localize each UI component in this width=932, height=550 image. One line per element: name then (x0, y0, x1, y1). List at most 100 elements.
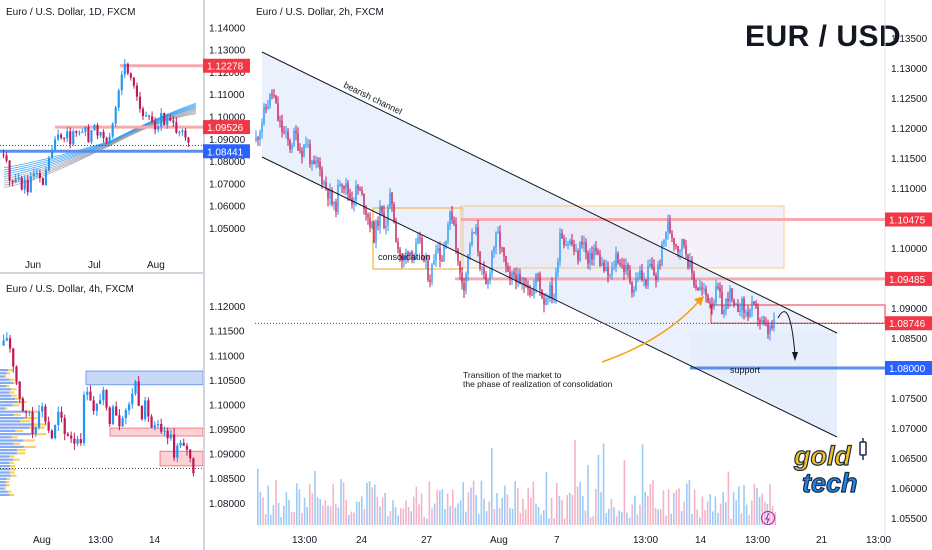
main-candle (409, 251, 411, 255)
main-candle (611, 268, 613, 275)
main-y-tick-label: 1.12500 (891, 94, 928, 105)
volume-bar (771, 505, 774, 525)
h4-candle (172, 434, 176, 458)
h4-candle (79, 439, 82, 444)
volume-bar (420, 493, 423, 525)
profile-bar (0, 461, 10, 464)
volume-bar (714, 496, 717, 525)
h4-candle (70, 435, 73, 439)
h4-chart-panel[interactable]: Aug 13:00 14 Euro / U.S. Dollar, 4h, FXCM (0, 274, 203, 550)
volume-bar (309, 484, 311, 525)
profile-bar (0, 417, 25, 420)
volume-bar (652, 480, 654, 525)
volume-bar (267, 485, 269, 525)
h4-candle (111, 406, 115, 425)
price-tag-label: 1.10475 (889, 216, 926, 227)
profile-bar-secondary (23, 445, 36, 448)
h4-candle (63, 417, 66, 434)
profile-bar-secondary (11, 388, 17, 391)
main-candle (463, 282, 465, 291)
h4-candle (50, 430, 53, 439)
main-y-tick-label: 1.07500 (891, 394, 928, 405)
main-candle (705, 288, 707, 296)
main-candle (581, 242, 583, 245)
h4-candle (163, 430, 166, 432)
transition-arrow (601, 299, 701, 363)
main-candle (337, 184, 339, 213)
volume-bar (727, 471, 730, 525)
volume-bar (636, 514, 639, 525)
main-candle (537, 274, 539, 276)
consolidation-box-main (460, 205, 785, 269)
daily-candle (129, 73, 132, 78)
h4-zone-mid (109, 427, 203, 437)
panel-divider-horizontal[interactable] (0, 272, 203, 274)
volume-bar (379, 506, 381, 525)
main-candle (365, 209, 367, 215)
volume-bar (504, 485, 506, 525)
volume-bar (634, 495, 636, 525)
volume-bar (675, 490, 678, 525)
main-candle (317, 160, 319, 162)
volume-bar (589, 517, 592, 525)
profile-bar-secondary (7, 490, 12, 493)
daily-candle (35, 172, 38, 174)
main-chart-panel[interactable]: 1.13500 1.13000 1.12500 1.12000 1.11500 1.110… (205, 0, 932, 550)
main-candle (477, 227, 479, 252)
daily-candle (78, 132, 81, 134)
main-candle (543, 298, 545, 305)
h4-zone-upper (85, 370, 203, 386)
main-candle (709, 302, 711, 304)
main-candle (589, 252, 591, 264)
daily-chart-panel[interactable]: Jun Jul Aug Euro / U.S. Dollar, 1D, FXCM (0, 0, 203, 272)
volume-bar (444, 509, 446, 525)
volume-bar (699, 517, 701, 525)
volume-bar (296, 483, 298, 525)
h4-candle (5, 338, 8, 341)
main-candle (717, 286, 719, 288)
main-candle (309, 144, 311, 165)
volume-bar (465, 511, 467, 525)
profile-bar-secondary (10, 468, 16, 471)
h4-x-axis: Aug 13:00 14 (33, 535, 161, 546)
volume-bar (522, 498, 524, 525)
volume-bar (264, 514, 267, 525)
volume-bar (280, 517, 282, 525)
daily-candle (178, 131, 181, 133)
volume-profile (0, 369, 47, 496)
volume-bar (298, 489, 301, 525)
h4-candle (153, 425, 156, 428)
profile-bar (0, 436, 12, 439)
main-candle (743, 298, 745, 313)
main-candle (653, 267, 655, 276)
volume-bar (511, 508, 514, 525)
support-projection-fill (690, 333, 837, 437)
profile-bar (0, 381, 14, 384)
main-candle (527, 286, 529, 289)
main-y-tick-label: 1.06500 (891, 454, 928, 465)
main-candle (397, 241, 399, 250)
main-y-tick-label: 1.09000 (891, 304, 928, 315)
profile-bar (0, 455, 10, 458)
volume-bar (426, 518, 428, 525)
panel-divider-vertical[interactable] (203, 0, 205, 550)
profile-bar (0, 465, 11, 468)
daily-candle (160, 112, 163, 127)
volume-bar (363, 509, 366, 525)
volume-bar (517, 488, 519, 525)
volume-bar (540, 514, 542, 525)
h4-zone-lower (159, 450, 203, 467)
profile-bar (0, 433, 31, 436)
volume-bar (454, 507, 457, 525)
volume-bar (452, 489, 454, 525)
profile-bar (0, 423, 32, 426)
main-candle (645, 279, 647, 286)
volume-bar (753, 483, 756, 525)
volume-bar (548, 518, 550, 525)
main-candle (419, 237, 421, 239)
volume-bar (600, 491, 602, 525)
main-candle (615, 253, 617, 268)
volume-bar (376, 496, 379, 525)
profile-bar-secondary (9, 493, 15, 496)
daily-candle (114, 107, 117, 124)
